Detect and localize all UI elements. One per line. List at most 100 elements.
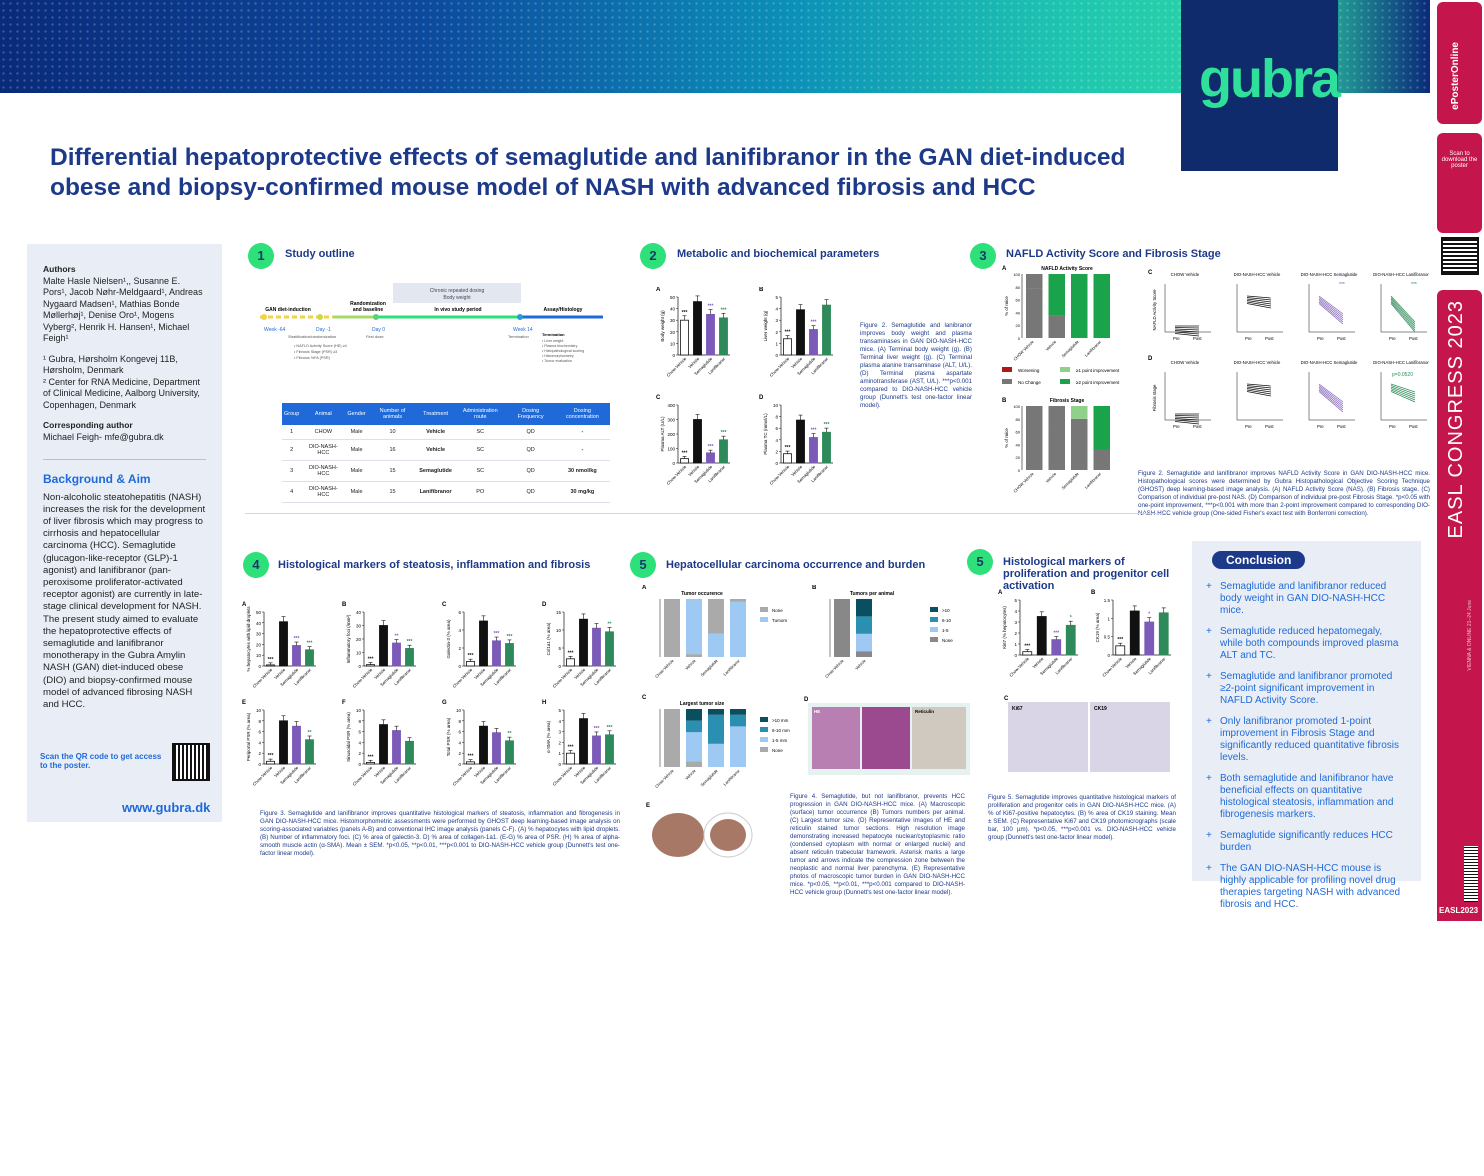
tick-label: 6 [458, 610, 461, 615]
significance-label: *** [708, 304, 714, 310]
bar [1158, 612, 1169, 656]
section-number-1: 1 [248, 243, 274, 269]
tick-label: 3 [775, 318, 778, 323]
section-number-4: 4 [243, 552, 269, 578]
category-label: Chow-Vehicle [769, 356, 791, 378]
bar [379, 625, 388, 667]
svg-text:***: *** [1339, 282, 1345, 288]
qr-code[interactable] [172, 743, 210, 781]
bar [266, 664, 275, 667]
significance-label: *** [294, 636, 300, 642]
svg-text:Vehicle: Vehicle [1045, 471, 1058, 484]
svg-text:60: 60 [1016, 298, 1021, 303]
table-cell: 15 [367, 481, 418, 503]
category-label: Chow-Vehicle [666, 356, 688, 378]
svg-text:80: 80 [1016, 285, 1021, 290]
conclusion-item: Semaglutide and lanifibranor reduced bod… [1206, 581, 1407, 617]
figure-nas-charts: A NAFLD Activity Score 0 20 40 60 80 100 % of mi… [1002, 266, 1429, 494]
svg-text:Pre: Pre [1389, 424, 1396, 429]
y-axis-label: Plasma ALT (U/L) [660, 416, 665, 452]
table-header: Dosing Frequency [506, 403, 555, 425]
tick-label: 10 [670, 341, 676, 346]
tick-label: 0 [358, 664, 361, 669]
bar [366, 664, 375, 667]
figure-nas-caption: Figure 2. Semaglutide and lanifibranor i… [1138, 470, 1430, 517]
panel-letter: C [442, 602, 447, 608]
tick-label: 0 [558, 762, 561, 767]
svg-text:Chow-Vehicle: Chow-Vehicle [654, 768, 675, 789]
bar [1022, 651, 1033, 656]
panel-letter: A [656, 287, 661, 293]
tumor-chart: A Tumor occurence Chow-Vehicle Vehicle Semag… [642, 585, 788, 679]
panel-letter: E [242, 700, 246, 706]
bar [279, 720, 288, 765]
corresponding-heading: Corresponding author [43, 420, 133, 430]
panel-letter: B [1091, 590, 1096, 596]
bar [796, 419, 805, 464]
significance-label: *** [682, 310, 688, 316]
significance-label: *** [268, 753, 274, 759]
bar [796, 309, 805, 356]
svg-text:***: *** [1411, 282, 1417, 288]
bar [266, 760, 275, 765]
conclusion-item: Semaglutide and lanifibranor promoted ≥2… [1206, 671, 1407, 707]
significance-label: *** [594, 726, 600, 732]
stack-segment [1026, 274, 1043, 289]
svg-text:B: B [1002, 398, 1007, 404]
tick-label: 100 [667, 447, 675, 452]
corresponding-author: Michael Feigh- mfe@gubra.dk [43, 431, 164, 442]
svg-text:No Change: No Change [1018, 380, 1041, 385]
tick-label: 0 [258, 762, 261, 767]
svg-text:Fibrosis stage: Fibrosis stage [1152, 384, 1157, 411]
stack-segment [1093, 274, 1110, 338]
website-link[interactable]: www.gubra.dk [122, 800, 211, 815]
panel-letter: D [759, 395, 764, 401]
conclusion-item: Only lanifibranor promoted 1-point impro… [1206, 716, 1407, 764]
table-cell: 2 [282, 439, 302, 461]
tick-label: 30 [670, 318, 676, 323]
svg-text:20: 20 [1016, 323, 1021, 328]
study-timeline: Chronic repeated dosing Body weight GAN … [260, 283, 603, 363]
svg-text:CHOW Vehicle: CHOW Vehicle [1171, 360, 1200, 365]
bar-chart-5A: A 0 1 2 3 4 5 Ki67 (% hepatocytes) *** Chow-Vehic… [998, 590, 1078, 678]
section-title-metabolic: Metabolic and biochemical parameters [677, 248, 880, 260]
tick-label: 10 [773, 403, 779, 408]
significance-label: *** [824, 422, 830, 428]
tick-label: 3 [1014, 620, 1017, 625]
tick-label: 1 [775, 341, 778, 346]
significance-label: *** [468, 754, 474, 760]
y-axis-label: Col1a1 (% area) [546, 622, 551, 655]
affiliation-2: ² Center for RNA Medicine, Department of… [43, 376, 201, 410]
tick-label: 4 [458, 628, 461, 633]
stack-segment [1026, 288, 1043, 338]
category-label: Chow-Vehicle [252, 667, 274, 689]
svg-text:DIO-NASH-HCC Lanifibranor: DIO-NASH-HCC Lanifibranor [1373, 360, 1429, 365]
category-label: Vehicle [1124, 656, 1138, 670]
scan-download-block[interactable]: Scan to download the poster [1437, 133, 1482, 283]
download-qr-code[interactable] [1441, 237, 1479, 275]
significance-label: *** [811, 428, 817, 434]
svg-text:Pre: Pre [1317, 424, 1324, 429]
tick-label: 0 [775, 353, 778, 358]
significance-label: *** [568, 650, 574, 656]
svg-text:CHOW Vehicle: CHOW Vehicle [1012, 471, 1035, 494]
svg-text:E: E [646, 803, 650, 809]
svg-text:First dose: First dose [366, 334, 384, 339]
bar [680, 319, 689, 356]
table-cell: DIO-NASH-HCC [301, 439, 346, 461]
bar [392, 730, 401, 765]
svg-text:DIO-NASH-HCC Lanifibranor: DIO-NASH-HCC Lanifibranor [1373, 272, 1429, 277]
conclusion-item: The GAN DIO-NASH-HCC mouse is highly app… [1206, 863, 1407, 911]
svg-text:Termination: Termination [508, 334, 529, 339]
tick-label: 0 [672, 353, 675, 358]
table-cell: SC [453, 425, 507, 440]
svg-text:0: 0 [1018, 468, 1021, 473]
svg-text:Termination: Termination [542, 332, 565, 337]
bar [605, 631, 614, 667]
y-axis-label: Liver weight (g) [763, 310, 768, 341]
svg-text:Post: Post [1265, 424, 1274, 429]
table-cell: 1 [282, 425, 302, 440]
